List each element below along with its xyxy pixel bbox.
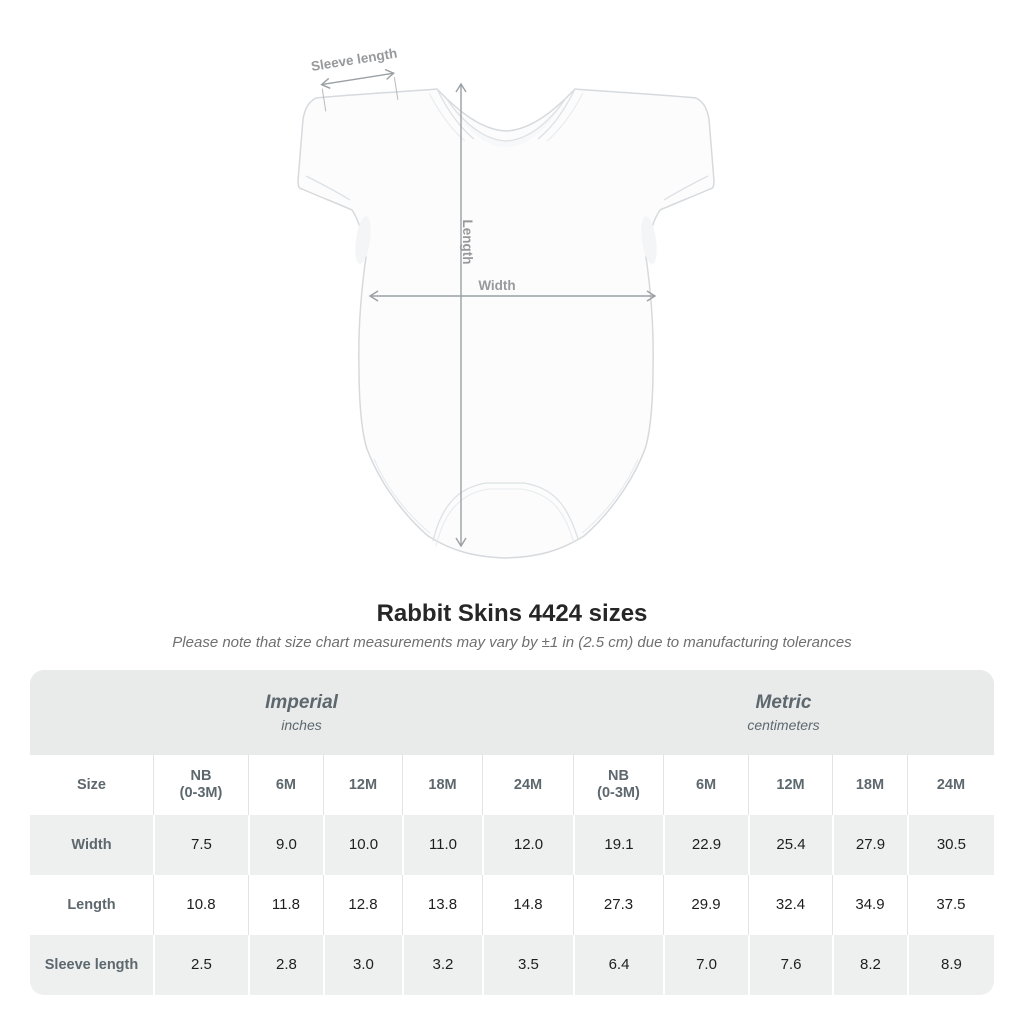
crotch-flap-binding	[435, 488, 575, 547]
left-leg-binding	[373, 458, 431, 534]
table-cell: 13.8	[401, 875, 482, 935]
table-cell: 8.9	[906, 935, 994, 995]
table-cell: 29.9	[663, 875, 748, 935]
imperial-group-header: Imperial inches	[30, 670, 573, 755]
page-title: Rabbit Skins 4424 sizes	[376, 600, 648, 627]
table-cell: 6.4	[572, 935, 663, 995]
table-cell: 12.8	[322, 875, 402, 935]
crotch-flap-outline	[432, 482, 579, 542]
table-cell: 2.5	[153, 935, 248, 995]
table-cell: 22.9	[663, 815, 748, 875]
table-cell: 37.5	[906, 875, 994, 935]
table-cell: 11.0	[401, 815, 482, 875]
column-header: 6M	[247, 755, 323, 815]
column-header: 24M	[906, 755, 994, 815]
bodysuit-outline	[297, 88, 715, 559]
table-cell: 30.5	[906, 815, 994, 875]
column-header: NB (0-3M)	[153, 755, 248, 815]
size-header-row: Size NB (0-3M) 6M 12M 18M 24M NB (0-3M) 6M…	[30, 755, 994, 815]
left-armpit-shading	[355, 216, 371, 264]
table-cell: 7.0	[663, 935, 748, 995]
right-leg-binding	[581, 458, 639, 534]
table-cell: 2.8	[247, 935, 323, 995]
imperial-label: Imperial	[265, 692, 338, 713]
right-armpit-shading	[641, 216, 657, 264]
table-cell: 12.0	[481, 815, 573, 875]
row-label-length: Length	[67, 896, 116, 913]
table-cell: 3.0	[322, 935, 402, 995]
table-row-length: Length 10.8 11.8 12.8 13.8 14.8 27.3 29.…	[30, 875, 994, 935]
column-header: NB (0-3M)	[572, 755, 663, 815]
table-cell: 27.3	[572, 875, 663, 935]
neck-shading	[446, 98, 566, 147]
table-cell: 10.0	[322, 815, 402, 875]
unit-group-header-row: Imperial inches Metric centimeters	[30, 670, 994, 755]
column-header: 18M	[401, 755, 482, 815]
right-sleeve-hem	[663, 175, 709, 201]
metric-group-header: Metric centimeters	[573, 670, 994, 755]
table-cell: 10.8	[153, 875, 248, 935]
bodysuit-illustration: Length Width Sleeve length	[297, 46, 715, 559]
imperial-unit: inches	[281, 717, 322, 733]
neckline-binding	[445, 97, 567, 142]
table-cell: 11.8	[247, 875, 323, 935]
table-cell: 34.9	[831, 875, 907, 935]
metric-label: Metric	[755, 692, 812, 713]
table-cell: 3.2	[401, 935, 482, 995]
width-dimension: Width	[368, 278, 657, 302]
right-lap-flap-inner	[546, 92, 584, 142]
row-label-width: Width	[71, 836, 112, 853]
table-cell: 7.5	[153, 815, 248, 875]
tolerance-disclaimer: Please note that size chart measurements…	[172, 634, 852, 651]
width-label: Width	[478, 278, 515, 293]
table-row-width: Width 7.5 9.0 10.0 11.0 12.0 19.1 22.9 2…	[30, 815, 994, 875]
size-table: Imperial inches Metric centimeters Size …	[30, 670, 994, 995]
metric-unit: centimeters	[747, 717, 820, 733]
table-cell: 25.4	[748, 815, 832, 875]
length-dimension: Length	[455, 82, 475, 548]
left-lap-flap	[436, 88, 475, 140]
column-header: 18M	[831, 755, 907, 815]
length-label: Length	[460, 220, 475, 265]
table-cell: 3.5	[481, 935, 573, 995]
left-sleeve-hem	[305, 175, 351, 201]
table-cell: 8.2	[831, 935, 907, 995]
column-header: 6M	[663, 755, 748, 815]
table-cell: 19.1	[572, 815, 663, 875]
table-row-sleeve-length: Sleeve length 2.5 2.8 3.0 3.2 3.5 6.4 7.…	[30, 935, 994, 995]
row-label-sleeve-length: Sleeve length	[44, 956, 139, 973]
column-header: 12M	[748, 755, 832, 815]
right-lap-flap	[537, 88, 576, 140]
column-header: 12M	[322, 755, 402, 815]
table-cell: 9.0	[247, 815, 323, 875]
table-cell: 32.4	[748, 875, 832, 935]
table-cell: 27.9	[831, 815, 907, 875]
column-header: 24M	[481, 755, 573, 815]
size-header: Size	[76, 776, 106, 793]
table-cell: 7.6	[748, 935, 832, 995]
garment-measurement-diagram: Length Width Sleeve length	[297, 46, 715, 559]
table-cell: 14.8	[481, 875, 573, 935]
